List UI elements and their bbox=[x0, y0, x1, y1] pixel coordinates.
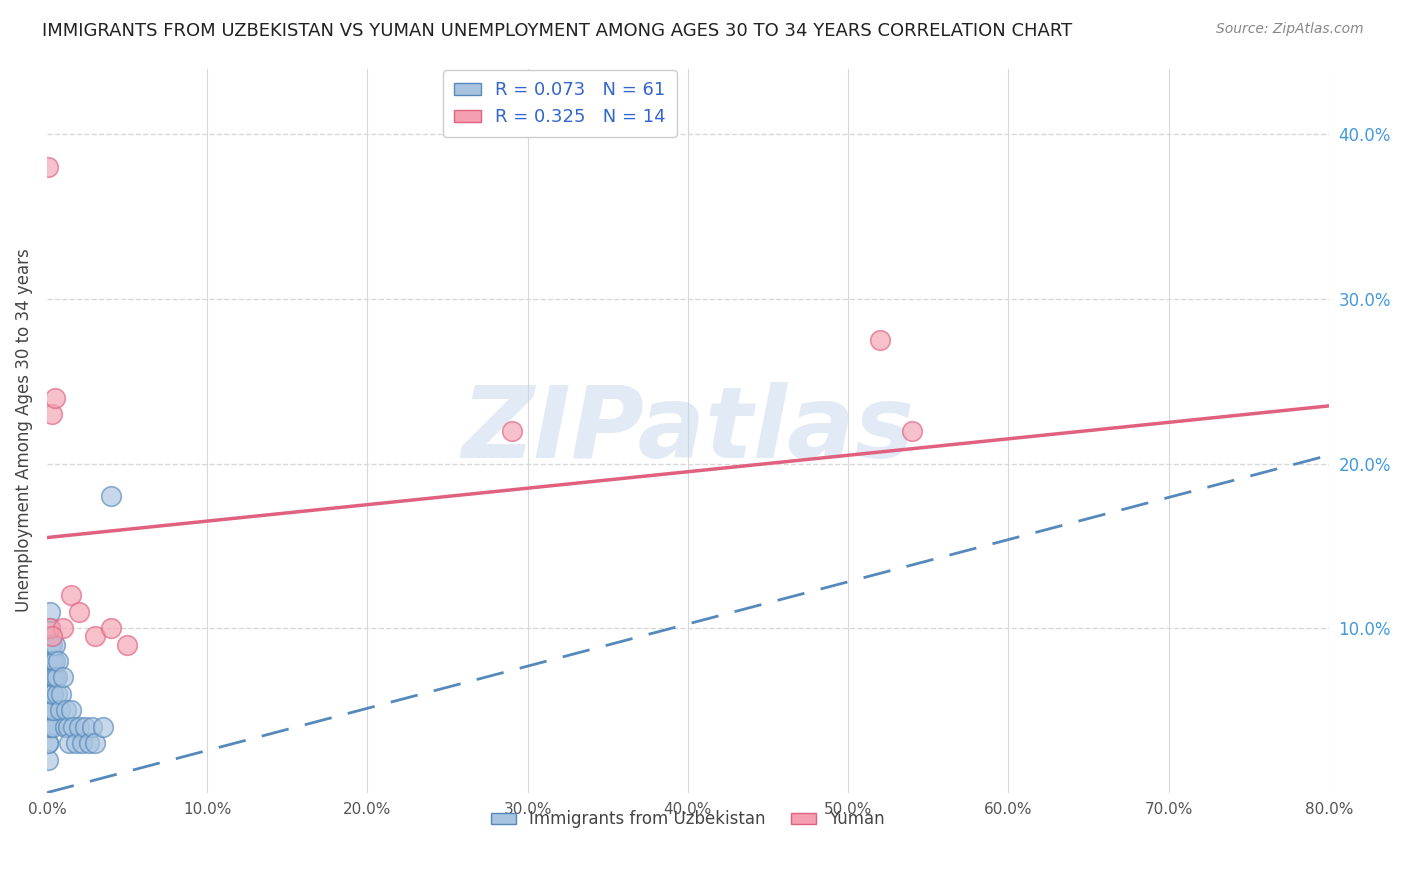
Point bbox=[41, 687, 63, 701]
Point bbox=[65, 736, 87, 750]
Point bbox=[37, 161, 59, 175]
Point bbox=[46, 654, 69, 668]
Text: ZIPatlas: ZIPatlas bbox=[461, 382, 914, 479]
Point bbox=[42, 703, 65, 717]
Point bbox=[42, 670, 65, 684]
Point bbox=[42, 703, 65, 717]
Point bbox=[39, 670, 62, 684]
Point bbox=[39, 687, 62, 701]
Point bbox=[84, 629, 107, 643]
Point bbox=[41, 687, 63, 701]
Point bbox=[42, 720, 65, 734]
Point bbox=[37, 736, 59, 750]
Point bbox=[39, 638, 62, 652]
Point bbox=[75, 720, 97, 734]
Point bbox=[869, 333, 891, 347]
Point bbox=[39, 687, 62, 701]
Point bbox=[901, 424, 924, 438]
Point bbox=[41, 654, 63, 668]
Point bbox=[91, 720, 114, 734]
Point bbox=[42, 654, 65, 668]
Point bbox=[58, 736, 80, 750]
Point bbox=[56, 720, 79, 734]
Point bbox=[51, 687, 73, 701]
Point bbox=[45, 670, 67, 684]
Point bbox=[84, 736, 107, 750]
Point bbox=[42, 687, 65, 701]
Point bbox=[52, 670, 75, 684]
Point bbox=[39, 621, 62, 635]
Point bbox=[42, 687, 65, 701]
Point bbox=[52, 621, 75, 635]
Point bbox=[77, 736, 100, 750]
Point bbox=[45, 687, 67, 701]
Point bbox=[100, 490, 122, 504]
Point bbox=[37, 703, 59, 717]
Y-axis label: Unemployment Among Ages 30 to 34 years: Unemployment Among Ages 30 to 34 years bbox=[15, 249, 32, 613]
Point bbox=[37, 720, 59, 734]
Point bbox=[37, 687, 59, 701]
Point bbox=[44, 638, 66, 652]
Point bbox=[41, 629, 63, 643]
Point bbox=[44, 391, 66, 405]
Point bbox=[100, 621, 122, 635]
Point bbox=[53, 720, 76, 734]
Point bbox=[41, 654, 63, 668]
Point bbox=[37, 736, 59, 750]
Point bbox=[37, 670, 59, 684]
Point bbox=[39, 703, 62, 717]
Point bbox=[39, 703, 62, 717]
Point bbox=[41, 670, 63, 684]
Point bbox=[39, 654, 62, 668]
Point bbox=[59, 703, 82, 717]
Point bbox=[41, 670, 63, 684]
Point bbox=[67, 720, 90, 734]
Text: IMMIGRANTS FROM UZBEKISTAN VS YUMAN UNEMPLOYMENT AMONG AGES 30 TO 34 YEARS CORRE: IMMIGRANTS FROM UZBEKISTAN VS YUMAN UNEM… bbox=[42, 22, 1073, 40]
Point bbox=[41, 687, 63, 701]
Point bbox=[48, 703, 70, 717]
Point bbox=[59, 588, 82, 602]
Text: Source: ZipAtlas.com: Source: ZipAtlas.com bbox=[1216, 22, 1364, 37]
Point bbox=[80, 720, 103, 734]
Point bbox=[37, 720, 59, 734]
Point bbox=[55, 703, 77, 717]
Point bbox=[39, 621, 62, 635]
Point bbox=[37, 687, 59, 701]
Point bbox=[41, 638, 63, 652]
Legend: Immigrants from Uzbekistan, Yuman: Immigrants from Uzbekistan, Yuman bbox=[484, 804, 891, 835]
Point bbox=[41, 703, 63, 717]
Point bbox=[115, 638, 138, 652]
Point bbox=[44, 654, 66, 668]
Point bbox=[62, 720, 84, 734]
Point bbox=[44, 670, 66, 684]
Point bbox=[39, 605, 62, 619]
Point bbox=[37, 703, 59, 717]
Point bbox=[67, 605, 90, 619]
Point bbox=[37, 753, 59, 767]
Point bbox=[41, 703, 63, 717]
Point bbox=[39, 720, 62, 734]
Point bbox=[41, 407, 63, 421]
Point bbox=[501, 424, 523, 438]
Point bbox=[70, 736, 93, 750]
